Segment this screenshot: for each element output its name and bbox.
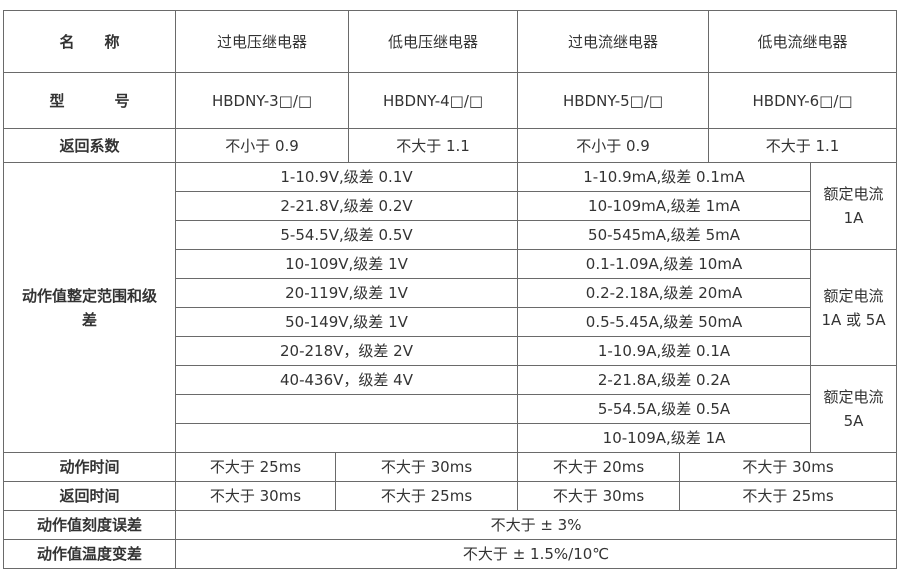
header-row: 名称 过电压继电器 低电压继电器 过电流继电器 低电流继电器: [3, 10, 898, 73]
operate-time-value: 不大于 25ms: [175, 452, 336, 482]
return-time-value: 不大于 25ms: [679, 481, 898, 511]
setting-row: 40-436V，级差 4V 2-21.8A,级差 0.2A 额定电流 5A: [4, 365, 898, 453]
name-label: 名称: [3, 10, 176, 73]
voltage-range: 10-109V,级差 1V: [174, 249, 519, 279]
voltage-range: 20-119V,级差 1V: [174, 278, 519, 308]
temp-variation-value: 不大于 ± 1.5%/10℃: [174, 539, 898, 569]
scale-error-row: 动作值刻度误差 不大于 ± 3%: [3, 510, 898, 540]
current-range: 0.2-2.18A,级差 20mA: [517, 278, 812, 308]
return-time-value: 不大于 30ms: [175, 481, 336, 511]
relay-spec-table: 名称 过电压继电器 低电压继电器 过电流继电器 低电流继电器 型号 HBDNY-…: [3, 10, 898, 569]
return-time-value: 不大于 30ms: [517, 481, 681, 511]
return-coefficient-value: 不大于 1.1: [708, 128, 898, 163]
return-time-label: 返回时间: [3, 481, 176, 511]
rated-current-note: 额定电流 1A: [810, 162, 898, 250]
setting-row: 动作值整定范围和级差 1-10.9V,级差 0.1V 1-10.9mA,级差 0…: [3, 162, 898, 453]
return-coefficient-label: 返回系数: [3, 128, 176, 163]
setting-row: 10-109A,级差 1A: [4, 423, 897, 453]
current-range: 5-54.5A,级差 0.5A: [517, 394, 812, 424]
scale-error-value: 不大于 ± 3%: [174, 510, 898, 540]
column-overcurrent: 过电流继电器: [517, 10, 710, 73]
voltage-range: [174, 394, 519, 424]
current-range: 10-109A,级差 1A: [517, 423, 812, 453]
column-overvoltage: 过电压继电器: [174, 10, 350, 73]
current-range: 10-109mA,级差 1mA: [517, 191, 812, 221]
setting-row: 5-54.5V,级差 0.5V 50-545mA,级差 5mA: [4, 220, 897, 250]
current-range: 1-10.9mA,级差 0.1mA: [517, 162, 812, 192]
temp-variation-row: 动作值温度变差 不大于 ± 1.5%/10℃: [3, 539, 898, 569]
model-value: HBDNY-5□/□: [517, 72, 710, 129]
return-time-row: 返回时间 不大于 30ms 不大于 25ms 不大于 30ms 不大于 25ms: [3, 481, 898, 511]
current-range: 1-10.9A,级差 0.1A: [517, 336, 812, 366]
rated-current-note: 额定电流 5A: [810, 365, 898, 453]
return-coefficient-value: 不小于 0.9: [174, 128, 350, 163]
model-value: HBDNY-6□/□: [708, 72, 898, 129]
current-range: 2-21.8A,级差 0.2A: [517, 365, 812, 395]
rated-current-note: 额定电流 1A 或 5A: [810, 249, 898, 366]
operate-time-row: 动作时间 不大于 25ms 不大于 30ms 不大于 20ms 不大于 30ms: [3, 452, 898, 482]
scale-error-label: 动作值刻度误差: [3, 510, 176, 540]
current-range: 0.5-5.45A,级差 50mA: [517, 307, 812, 337]
return-coefficient-value: 不大于 1.1: [348, 128, 519, 163]
voltage-range: 50-149V,级差 1V: [174, 307, 519, 337]
voltage-range: 1-10.9V,级差 0.1V: [174, 162, 519, 192]
current-range: 50-545mA,级差 5mA: [517, 220, 812, 250]
operate-time-label: 动作时间: [3, 452, 176, 482]
return-coefficient-value: 不小于 0.9: [517, 128, 710, 163]
setting-range-label: 动作值整定范围和级差: [3, 162, 176, 453]
setting-row: 50-149V,级差 1V 0.5-5.45A,级差 50mA: [4, 307, 897, 337]
operate-time-value: 不大于 30ms: [334, 452, 519, 482]
column-undercurrent: 低电流继电器: [708, 10, 898, 73]
operate-time-value: 不大于 30ms: [679, 452, 898, 482]
return-time-value: 不大于 25ms: [334, 481, 519, 511]
model-label: 型号: [3, 72, 176, 129]
operate-time-value: 不大于 20ms: [517, 452, 681, 482]
model-row: 型号 HBDNY-3□/□ HBDNY-4□/□ HBDNY-5□/□ HBDN…: [3, 72, 898, 129]
voltage-range: 2-21.8V,级差 0.2V: [174, 191, 519, 221]
temp-variation-label: 动作值温度变差: [3, 539, 176, 569]
column-undervoltage: 低电压继电器: [348, 10, 519, 73]
model-value: HBDNY-4□/□: [348, 72, 519, 129]
voltage-range: 40-436V，级差 4V: [174, 365, 519, 395]
current-range: 0.1-1.09A,级差 10mA: [517, 249, 812, 279]
voltage-range: 5-54.5V,级差 0.5V: [174, 220, 519, 250]
voltage-range: 20-218V，级差 2V: [174, 336, 519, 366]
setting-row: 2-21.8V,级差 0.2V 10-109mA,级差 1mA: [4, 191, 897, 221]
model-value: HBDNY-3□/□: [174, 72, 350, 129]
voltage-range: [174, 423, 519, 453]
return-coefficient-row: 返回系数 不小于 0.9 不大于 1.1 不小于 0.9 不大于 1.1: [3, 128, 898, 163]
setting-row: 10-109V,级差 1V 0.1-1.09A,级差 10mA 额定电流 1A …: [4, 249, 898, 366]
